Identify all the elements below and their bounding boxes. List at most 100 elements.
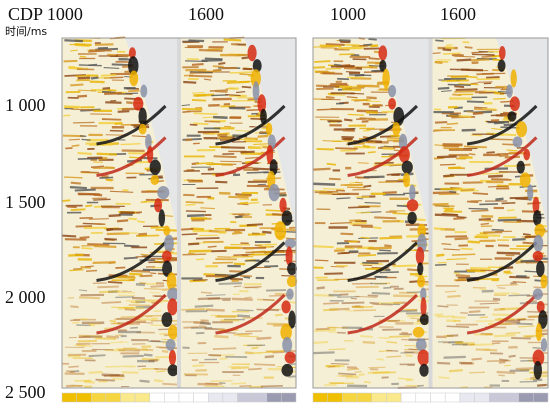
reflection bbox=[281, 274, 297, 277]
reflection bbox=[140, 200, 147, 204]
reflection bbox=[446, 325, 470, 328]
event bbox=[215, 293, 286, 335]
colorbar-cell bbox=[149, 392, 165, 403]
reflection bbox=[70, 181, 82, 185]
reflection bbox=[233, 285, 242, 288]
colorbar-cell bbox=[178, 392, 194, 403]
reflection bbox=[161, 349, 169, 354]
reflection bbox=[115, 296, 134, 299]
reflection bbox=[467, 240, 481, 244]
colorbar-cell bbox=[503, 392, 519, 403]
reflection bbox=[254, 351, 275, 354]
reflection bbox=[520, 359, 535, 362]
reflection bbox=[75, 225, 93, 228]
colorbar-cell bbox=[489, 392, 505, 403]
reflection bbox=[370, 44, 379, 48]
reflection bbox=[438, 376, 450, 380]
reflection bbox=[138, 368, 148, 371]
reflection bbox=[439, 163, 456, 166]
colorbar-cell bbox=[400, 392, 417, 403]
reflection bbox=[70, 108, 95, 111]
reflection bbox=[350, 297, 357, 300]
reflection bbox=[437, 86, 450, 90]
wavelet bbox=[286, 275, 298, 288]
reflection bbox=[229, 71, 254, 74]
wavelet bbox=[515, 121, 528, 138]
reflection bbox=[136, 321, 153, 324]
wavelet bbox=[532, 288, 543, 300]
reflection bbox=[498, 133, 517, 137]
panel-frame bbox=[312, 37, 549, 389]
reflection bbox=[185, 210, 206, 213]
reflection bbox=[314, 328, 336, 332]
reflection bbox=[124, 308, 136, 312]
wavelet bbox=[257, 94, 267, 114]
reflection bbox=[134, 348, 154, 352]
reflection bbox=[448, 341, 464, 344]
reflection bbox=[393, 294, 417, 298]
reflection bbox=[447, 294, 461, 298]
reflection bbox=[367, 370, 390, 374]
reflection bbox=[240, 274, 252, 278]
reflection bbox=[138, 232, 148, 236]
reflection bbox=[378, 350, 393, 353]
reflection bbox=[357, 254, 377, 257]
mute-zone bbox=[496, 38, 548, 231]
reflection bbox=[239, 201, 249, 205]
reflection bbox=[330, 362, 349, 365]
reflection bbox=[92, 261, 116, 265]
reflection bbox=[392, 264, 416, 268]
reflection bbox=[360, 236, 370, 239]
reflection bbox=[378, 336, 390, 340]
reflection bbox=[206, 308, 225, 312]
reflection bbox=[475, 348, 498, 352]
reflection bbox=[139, 282, 147, 285]
colorbar-cell bbox=[371, 392, 387, 403]
wavelet bbox=[161, 250, 172, 262]
reflection bbox=[96, 152, 117, 156]
colorbar-cell bbox=[222, 392, 238, 403]
reflection bbox=[471, 357, 482, 361]
reflection bbox=[456, 58, 472, 62]
reflection bbox=[187, 252, 195, 255]
reflection bbox=[364, 202, 381, 204]
reflection bbox=[204, 327, 225, 331]
reflection bbox=[451, 253, 476, 256]
event bbox=[347, 293, 419, 335]
reflection bbox=[443, 52, 461, 55]
reflection bbox=[289, 300, 297, 304]
reflection bbox=[64, 39, 83, 43]
wavelet bbox=[138, 107, 147, 126]
wavelet bbox=[510, 69, 517, 88]
reflection bbox=[330, 65, 355, 68]
colorbar-cell bbox=[251, 392, 267, 403]
reflection bbox=[103, 67, 120, 69]
reflection bbox=[103, 374, 120, 377]
wavelet bbox=[419, 313, 430, 326]
wavelet bbox=[167, 325, 179, 340]
reflection bbox=[401, 338, 419, 341]
reflection bbox=[453, 187, 476, 191]
y-tick-label: 2 000 bbox=[5, 287, 46, 307]
reflection bbox=[72, 321, 80, 325]
reflection bbox=[313, 66, 326, 69]
reflection bbox=[516, 322, 533, 326]
reflection bbox=[101, 301, 122, 304]
reflection bbox=[130, 269, 151, 273]
reflection bbox=[328, 177, 341, 181]
reflection bbox=[333, 63, 342, 66]
reflection bbox=[435, 263, 447, 266]
colorbar-cell bbox=[430, 392, 446, 403]
wavelet bbox=[512, 136, 523, 148]
colorbar-cell bbox=[266, 392, 282, 403]
reflection bbox=[363, 380, 372, 384]
reflection bbox=[499, 358, 509, 362]
reflection bbox=[111, 306, 135, 309]
reflection bbox=[70, 208, 86, 211]
reflection bbox=[246, 223, 264, 227]
reflection bbox=[235, 215, 243, 219]
colorbar-cell bbox=[208, 392, 224, 403]
wavelet bbox=[378, 45, 388, 61]
reflection bbox=[214, 334, 229, 339]
